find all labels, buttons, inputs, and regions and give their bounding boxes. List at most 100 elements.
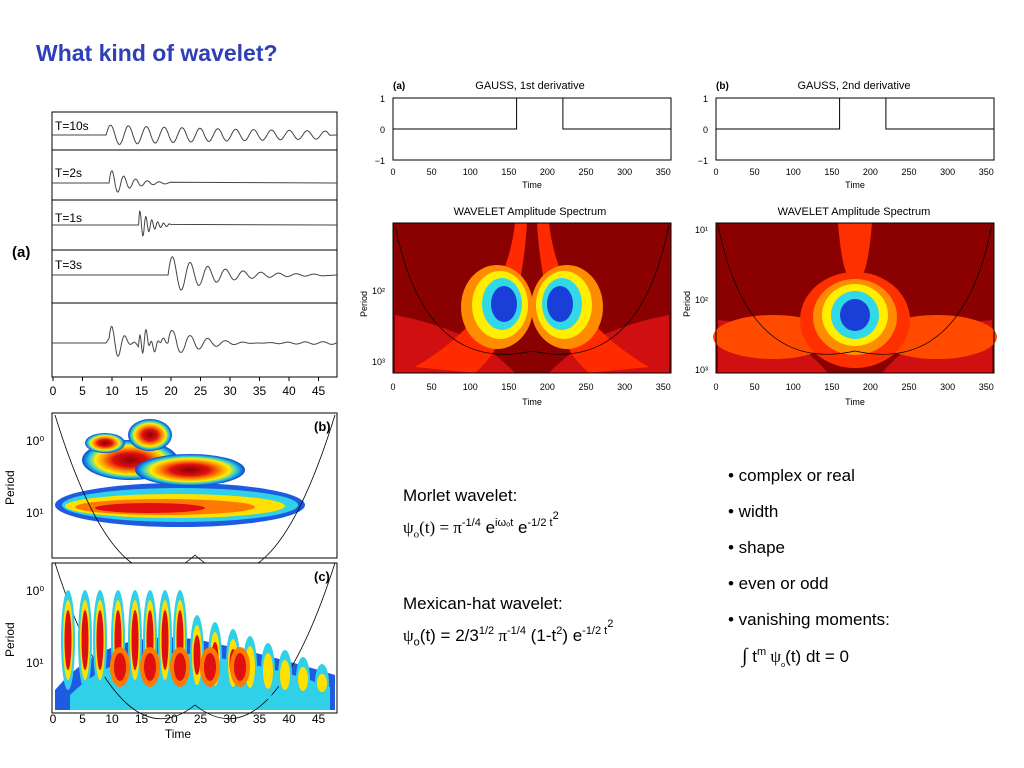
trace-waveform [52,170,338,193]
panel-c-tick-0: 10⁰ [26,584,44,598]
time-tick-label: 40 [282,384,296,398]
formula-part: (t) dt = 0 [785,647,849,666]
traces-frame [51,111,338,378]
time-tick-label: 0 [50,384,57,398]
spectrum-time-ticks: 0 5 10 15 20 25 30 35 40 45 [50,712,326,726]
gauss1-series-line [393,97,671,130]
gauss1-panel-label: (a) [393,81,405,92]
panel-a-label: (a) [12,244,30,261]
x-tick-label: 350 [656,167,671,177]
formula-part: (t) = 2/3 [419,626,479,645]
gauss1-xlabel: Time [522,180,542,190]
formula-part: e [513,518,528,537]
x-tick-label: 50 [750,167,760,177]
x-tick-label: 350 [656,382,671,392]
time-tick-labels: 0 5 10 15 20 25 30 35 40 45 [50,377,326,398]
bullet-item: • width [728,502,779,521]
x-tick-label: 150 [824,167,839,177]
gauss1-spectrum-x-ticks: 0 50 100 150 200 250 300 350 [390,382,670,392]
gauss1-spec-ytick: 10² [372,286,385,296]
trace-label-2: T=2s [55,166,82,180]
trace-label-3: T=1s [55,211,82,225]
gauss2-y-ticks: 1 0 −1 [698,94,708,166]
gauss1-ytick: 1 [380,94,385,104]
time-tick-label: 5 [79,384,86,398]
bullet-item: • even or odd [728,574,829,593]
gauss2-figure: (b) GAUSS, 2nd derivative 1 0 −1 0 50 100 1… [682,80,997,407]
exponent: m [756,646,767,658]
gauss1-title: GAUSS, 1st derivative [475,80,584,92]
x-tick-label: 50 [427,167,437,177]
gauss2-spectrum-title: WAVELET Amplitude Spectrum [778,206,931,218]
mexhat-formula: ψo(t) = 2/31/2 π-1/4 (1-t2) e-1/2 t2 [403,619,613,649]
psi-symbol: ψ [403,518,414,537]
x-tick-label: 300 [940,167,955,177]
subscript: o [413,528,420,541]
property-bullet-list: • complex or real • width • shape • even… [728,458,890,675]
time-tick-label: 20 [164,712,178,726]
gauss1-spec-ylabel: Period [359,291,369,317]
x-tick-label: 100 [463,167,478,177]
panel-c-ylabel: Period [3,622,17,657]
x-tick-label: 200 [863,167,878,177]
bullet-item: • shape [728,538,785,557]
panel-c-contours [54,562,336,720]
subscript: ₒ [781,657,786,670]
time-tick-label: 25 [194,384,208,398]
gauss2-x-ticks: 0 50 100 150 200 250 300 350 [713,167,993,177]
pi-symbol: π [453,518,462,537]
time-tick-label: 35 [253,384,267,398]
x-tick-label: 0 [713,167,718,177]
x-tick-label: 350 [979,167,994,177]
panel-c-label: (c) [314,569,330,584]
slide-title: What kind of wavelet? [36,40,278,66]
gauss1-ytick: 0 [380,125,385,135]
pi-symbol: π [494,626,507,645]
trace-label-1: T=10s [55,119,89,133]
formula-part: ) e [562,626,583,645]
x-tick-label: 250 [902,167,917,177]
gauss2-spectrum-x-ticks: 0 50 100 150 200 250 300 350 [713,382,993,392]
morlet-formula: ψo(t) = π-1/4 eiωₒt e-1/2 t2 [403,511,559,541]
trace-waveform [52,256,338,291]
time-tick-label: 25 [194,712,208,726]
time-tick-label: 30 [223,712,237,726]
time-tick-label: 10 [105,384,119,398]
bullet-item: • vanishing moments: [728,610,890,629]
time-tick-label: 40 [282,712,296,726]
x-tick-label: 0 [390,167,395,177]
panel-b-label: (b) [314,419,331,434]
trace-dividers [52,149,337,304]
gauss2-spec-ytick: 10¹ [695,225,708,235]
psi-symbol: ψ [766,647,782,666]
gauss1-spectrum-title: WAVELET Amplitude Spectrum [454,206,607,218]
wavelet-power-spectra: (b) 10⁰ 10¹ Period (c) 10⁰ 10¹ Period 0 5… [3,412,338,741]
x-tick-label: 50 [750,382,760,392]
time-tick-label: 30 [223,384,237,398]
subscript: o [413,636,420,649]
gauss1-y-ticks: 1 0 −1 [375,94,385,166]
time-tick-label: 15 [135,712,149,726]
vanishing-moment-formula: ∫ tm ψₒ(t) dt = 0 [728,638,890,675]
panel-b-contours [54,414,336,573]
exponent: -1/2 t [527,517,553,529]
exponent: -1/4 [461,517,481,529]
gauss2-ytick: 0 [703,125,708,135]
trace-waveform [52,210,338,237]
time-tick-label: 45 [312,384,326,398]
x-tick-label: 100 [786,382,801,392]
gauss2-title: GAUSS, 2nd derivative [797,80,910,92]
formula-part: e [480,518,496,537]
time-tick-label: 45 [312,712,326,726]
spectrum-time-label: Time [165,727,192,741]
time-tick-label: 10 [105,712,119,726]
gauss2-panel-label: (b) [716,81,729,92]
x-tick-label: 250 [579,167,594,177]
time-tick-label: 5 [79,712,86,726]
x-tick-label: 300 [617,167,632,177]
psi-symbol: ψ [403,626,414,645]
gauss2-spec-ytick: 10³ [695,365,708,375]
time-tick-label: 0 [50,712,57,726]
x-tick-label: 0 [713,382,718,392]
x-tick-label: 0 [390,382,395,392]
